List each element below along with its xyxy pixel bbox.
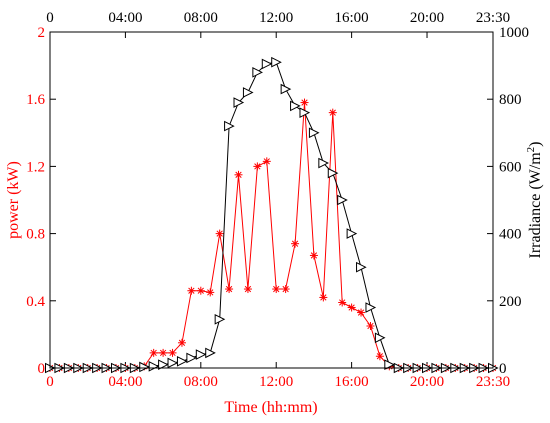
irradiance-point <box>252 67 263 78</box>
power-point <box>281 285 290 294</box>
power-point <box>215 229 224 238</box>
power-point <box>319 293 328 302</box>
power-point <box>149 348 158 357</box>
series-line-irradiance <box>50 61 493 369</box>
y-left-tick-label: 1.2 <box>26 159 45 175</box>
x-tick-label-top: 0 <box>46 10 54 26</box>
irradiance-point <box>214 313 226 325</box>
y-left-tick-label: 0 <box>38 361 46 377</box>
irradiance-point <box>356 261 367 273</box>
x-tick-label-top: 08:00 <box>184 10 218 26</box>
x-tick-label-bottom: 04:00 <box>108 374 142 390</box>
x-tick-label-top: 04:00 <box>108 10 142 26</box>
irradiance-point <box>384 359 395 370</box>
irradiance-point <box>205 347 216 359</box>
y-right-tick-label: 400 <box>499 227 522 243</box>
power-point <box>300 98 309 107</box>
y-left-tick-label: 2 <box>38 25 46 41</box>
y-right-tick-label: 800 <box>499 92 522 108</box>
irradiance-point <box>271 56 282 68</box>
y-left-axis-title: power (kW) <box>5 161 22 239</box>
power-point <box>347 303 356 312</box>
irradiance-point <box>299 107 311 118</box>
irradiance-point <box>139 361 150 373</box>
x-tick-label-top: 16:00 <box>335 10 369 26</box>
y-right-tick-label: 1000 <box>499 25 529 41</box>
x-tick-label-top: 20:00 <box>410 10 444 26</box>
irradiance-point <box>195 349 207 360</box>
y-right-tick-label: 0 <box>499 361 507 377</box>
power-point <box>196 286 205 295</box>
y-left-tick-label: 1.6 <box>26 92 45 108</box>
irradiance-point <box>374 332 386 344</box>
irradiance-point <box>365 302 377 313</box>
irradiance-point <box>327 167 339 179</box>
x-axis-title: Time (hh:mm) <box>224 399 317 416</box>
power-point <box>177 338 186 347</box>
power-point <box>243 285 252 294</box>
x-tick-label-bottom: 20:00 <box>410 374 444 390</box>
series-line-power <box>50 102 493 369</box>
irradiance-point <box>242 87 254 98</box>
power-point <box>272 285 281 294</box>
power-point <box>375 352 384 361</box>
irradiance-point <box>158 359 169 370</box>
power-point <box>366 322 375 330</box>
series-layer <box>45 56 499 374</box>
power-point <box>291 239 300 248</box>
irradiance-point <box>261 58 273 70</box>
irradiance-point <box>176 355 188 367</box>
x-tick-label-bottom: 12:00 <box>259 374 293 390</box>
x-tick-label-bottom: 0 <box>46 374 54 390</box>
power-point <box>187 286 196 295</box>
axis-ticks: 0004:0004:0008:0008:0012:0012:0016:0016:… <box>26 10 529 390</box>
x-tick-label-bottom: 23:30 <box>476 374 510 390</box>
irradiance-point <box>167 357 179 369</box>
power-point <box>168 348 177 357</box>
power-point <box>253 162 262 171</box>
irradiance-point <box>290 100 301 112</box>
power-point <box>159 348 168 357</box>
irradiance-point <box>318 157 329 169</box>
power-point <box>234 170 243 179</box>
y-left-tick-label: 0.4 <box>26 294 45 310</box>
y-right-axis-title: Irradiance (W/m2) <box>525 142 544 259</box>
irradiance-point <box>280 83 292 95</box>
irradiance-point <box>148 361 160 372</box>
y-right-title-superscript: 2 <box>525 147 537 153</box>
irradiance-point <box>233 97 245 108</box>
x-tick-label-top: 12:00 <box>259 10 293 26</box>
x-tick-label-bottom: 16:00 <box>335 374 369 390</box>
y-right-title-main: Irradiance (W/m <box>527 152 544 259</box>
x-tick-label-bottom: 08:00 <box>184 374 218 390</box>
power-point <box>328 108 337 117</box>
power-point <box>309 251 318 260</box>
power-point <box>206 288 215 297</box>
irradiance-point <box>337 194 348 206</box>
irradiance-point <box>224 120 235 132</box>
y-left-tick-label: 0.8 <box>26 227 45 243</box>
power-point <box>338 298 347 307</box>
y-right-tick-label: 200 <box>499 294 522 310</box>
power-point <box>357 308 366 317</box>
power-point <box>225 285 234 294</box>
y-right-title-close: ) <box>527 142 544 147</box>
irradiance-point <box>308 127 320 139</box>
power-point <box>262 157 271 166</box>
y-right-tick-label: 600 <box>499 159 522 175</box>
irradiance-point <box>346 228 358 239</box>
plot-frame <box>49 31 494 369</box>
x-tick-label-top: 23:30 <box>476 10 510 26</box>
irradiance-point <box>186 352 198 364</box>
